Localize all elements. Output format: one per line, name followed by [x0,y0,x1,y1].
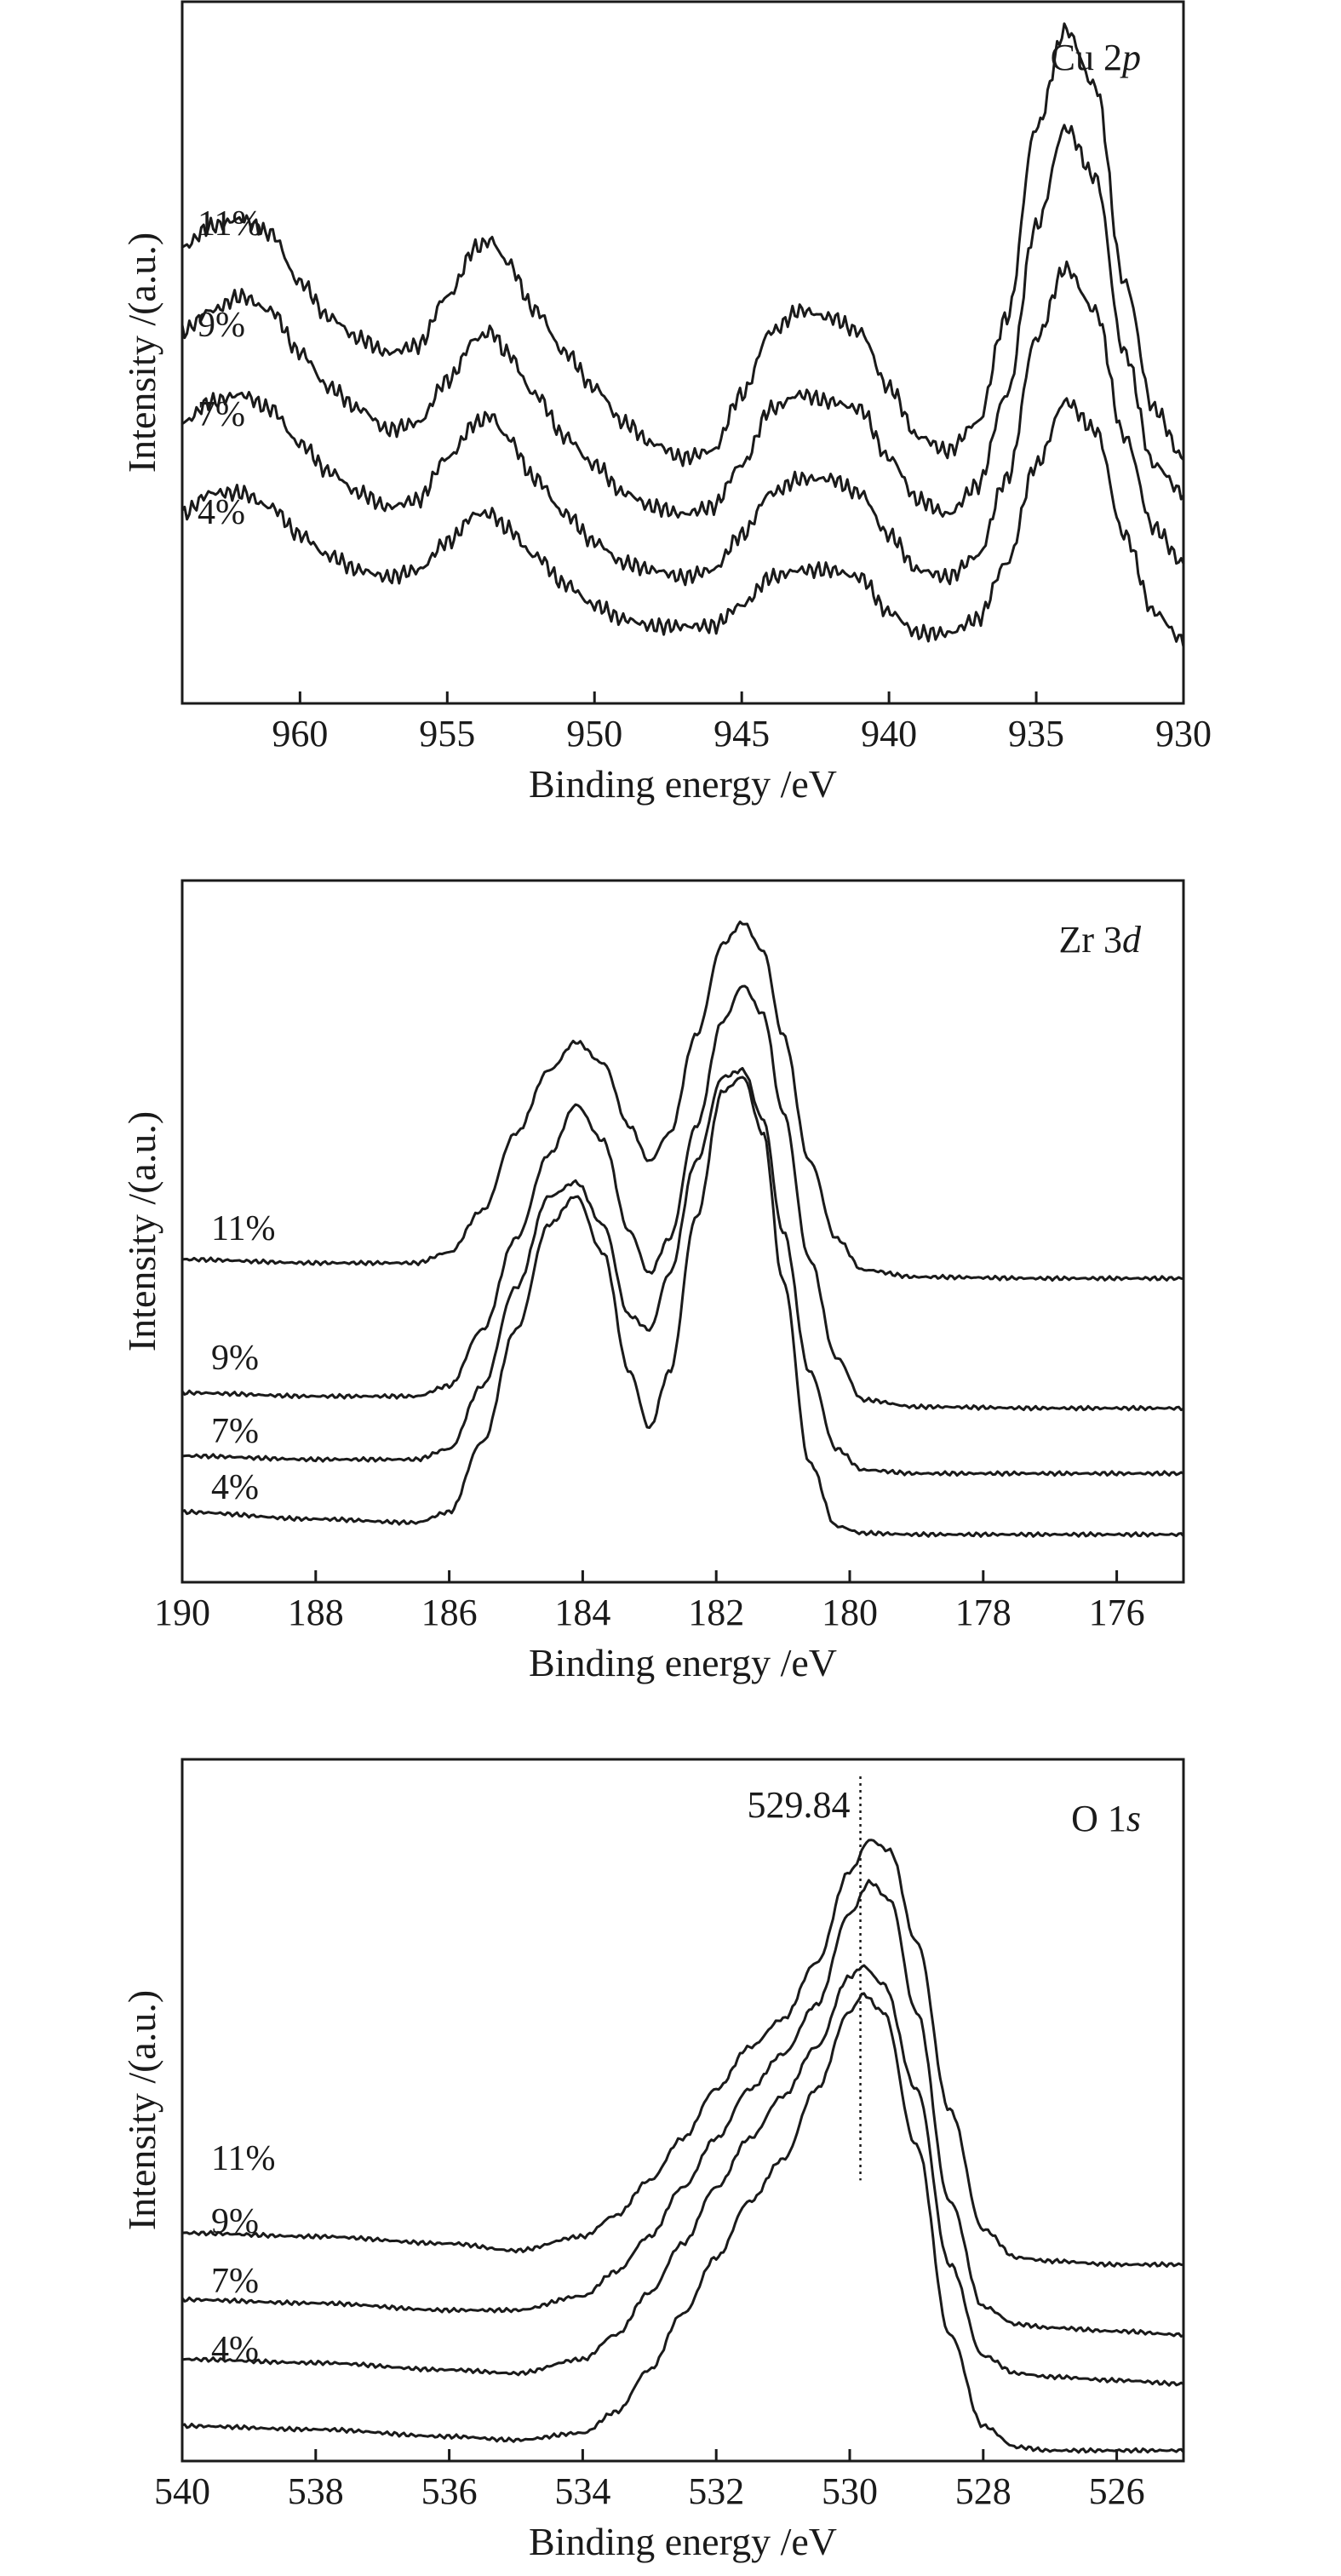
o-1s-series-label: 9% [211,2202,259,2241]
o-1s-trace-7pct [181,1964,1185,2387]
zr-3d-series-label: 11% [211,1209,275,1248]
cu-2p-x-tick-label: 945 [713,713,770,754]
cu-2p-series-label: 4% [198,493,245,532]
cu-2p-trace-7pct [181,260,1185,587]
zr-3d-x-tick-label: 178 [955,1592,1011,1633]
cu-2p-x-tick-label: 955 [419,713,475,754]
o-1s-x-tick-label: 538 [288,2470,344,2512]
cu-2p-series-label: 7% [198,395,245,434]
cu-2p-series-label: 11% [198,204,261,244]
zr-3d-x-tick-label: 184 [554,1592,610,1633]
o-1s-x-axis-title: Binding energy /eV [529,2520,837,2563]
cu-2p-y-axis-title: Intensity /(a.u.) [120,232,163,473]
cu-2p-x-tick-label: 930 [1155,713,1212,754]
cu-2p-plot-frame [181,0,1185,705]
cu-2p-trace-9pct [181,123,1185,519]
cu-2p-panel-tag: Cu 2p [1051,37,1141,78]
cu-2p-series-label: 9% [198,306,245,345]
zr-3d-series-label: 7% [211,1412,259,1451]
zr-3d-x-tick-label: 186 [421,1592,478,1633]
o-1s-series-label: 7% [211,2262,259,2301]
o-1s-x-tick-label: 526 [1089,2470,1145,2512]
o-1s-y-axis-title: Intensity /(a.u.) [120,1990,163,2230]
zr-3d-x-tick-label: 182 [688,1592,744,1633]
o-1s-x-tick-label: 540 [154,2470,210,2512]
cu-2p-x-axis-title: Binding energy /eV [529,762,837,806]
zr-3d-x-axis-title: Binding energy /eV [529,1641,837,1684]
cu-2p-x-tick-label: 940 [861,713,917,754]
o-1s-panel: 540 538 536 534 532 530 528 526 Binding energy /… [120,1758,1185,2563]
cu-2p-x-tick-label: 960 [272,713,328,754]
o-1s-plot-frame [181,1758,1185,2463]
zr-3d-x-tick-label: 180 [822,1592,878,1633]
o-1s-series-label: 4% [211,2330,259,2369]
zr-3d-trace-7pct [181,1066,1185,1477]
zr-3d-x-tick-label: 188 [288,1592,344,1633]
zr-3d-plot-frame [181,879,1185,1584]
cu-2p-panel: 960 955 950 945 940 935 930 Binding energy /eV I… [120,0,1212,806]
cu-2p-x-tick-label: 950 [566,713,622,754]
zr-3d-trace-4pct [181,1076,1185,1538]
o-1s-x-tick-label: 530 [822,2470,878,2512]
o-1s-x-tick-label: 534 [554,2470,610,2512]
cu-2p-x-tick-label: 935 [1008,713,1064,754]
cu-2p-trace-11pct [181,22,1185,468]
zr-3d-trace-9pct [181,984,1185,1412]
zr-3d-panel-tag: Zr 3d [1058,919,1142,961]
o-1s-peak-annotation: 529.84 [748,1784,851,1826]
zr-3d-panel: 190 188 186 184 182 180 178 176 Binding energy /… [120,879,1185,1684]
o-1s-trace-4pct [181,1992,1185,2454]
o-1s-trace-9pct [181,1879,1185,2338]
o-1s-trace-11pct [181,1839,1185,2268]
zr-3d-y-axis-title: Intensity /(a.u.) [120,1111,163,1351]
zr-3d-x-tick-label: 176 [1089,1592,1145,1633]
zr-3d-x-tick-label: 190 [154,1592,210,1633]
zr-3d-series-label: 9% [211,1339,259,1378]
cu-2p-trace-4pct [181,397,1185,649]
o-1s-x-tick-label: 532 [688,2470,744,2512]
o-1s-panel-tag: O 1s [1071,1798,1141,1839]
o-1s-x-tick-label: 528 [955,2470,1011,2512]
o-1s-x-tick-label: 536 [421,2470,478,2512]
zr-3d-trace-11pct [181,921,1185,1282]
zr-3d-series-label: 4% [211,1468,259,1507]
o-1s-series-label: 11% [211,2139,275,2178]
